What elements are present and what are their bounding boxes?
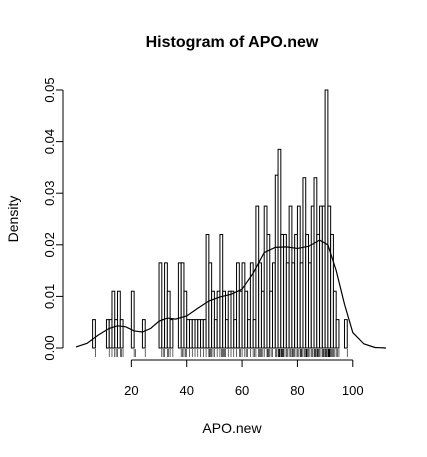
histogram-bar (335, 319, 340, 349)
histogram-bar (119, 319, 124, 349)
y-tick-label: 0.05 (42, 77, 57, 102)
y-axis-label: Density (5, 196, 21, 243)
histogram-bar (141, 319, 146, 349)
x-tick-label: 100 (342, 383, 364, 398)
histogram-bar (169, 319, 174, 349)
x-tick-label: 80 (290, 383, 304, 398)
x-tick-label: 40 (179, 383, 193, 398)
histogram-bar (343, 319, 348, 349)
x-axis-label: APO.new (202, 420, 262, 436)
density-curve (75, 239, 387, 349)
y-tick-label: 0.00 (42, 335, 57, 360)
y-tick-label: 0.01 (42, 284, 57, 309)
chart-title: Histogram of APO.new (146, 34, 319, 51)
y-tick-label: 0.03 (42, 181, 57, 206)
plot-area: 20 40 60 80 100 0.00 0.01 0.02 0.03 0.04 0.05 (42, 77, 387, 398)
x-tick-label: 60 (235, 383, 249, 398)
histogram-bar (158, 262, 163, 349)
histogram-bar (92, 319, 96, 349)
y-tick-label: 0.02 (42, 232, 57, 257)
histogram-bar (249, 262, 254, 349)
x-tick-label: 20 (124, 383, 138, 398)
y-tick-label: 0.04 (42, 129, 57, 154)
histogram-bar (130, 290, 135, 349)
